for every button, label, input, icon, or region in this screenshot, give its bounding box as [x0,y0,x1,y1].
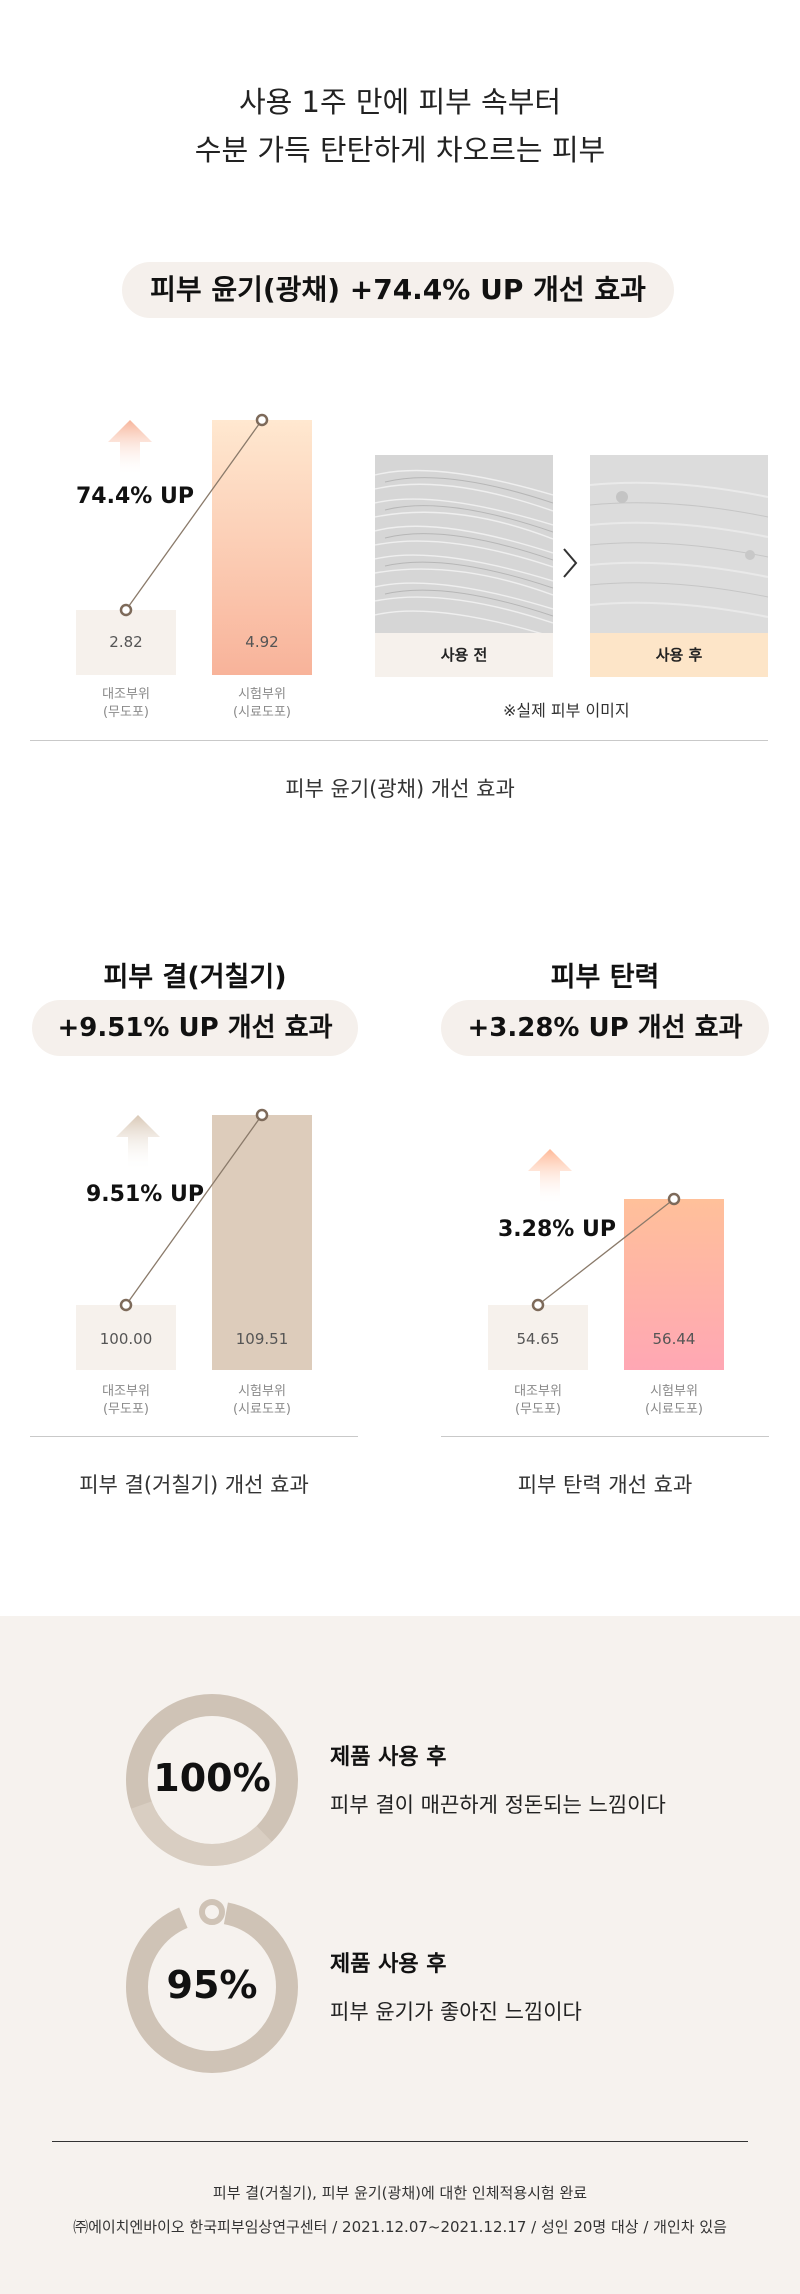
up-arrow-icon [108,420,152,476]
texture-control-label: 대조부위 (무도포) [76,1383,176,1419]
control-point [119,1298,133,1312]
glow-bar-chart [76,413,312,675]
elasticity-up-label: 3.28% UP [498,1217,616,1242]
before-label: 사용 전 [375,633,553,677]
real-image-note: ※실제 피부 이미지 [503,701,630,720]
texture-bar-chart [76,1108,312,1370]
divider [441,1436,769,1437]
label-line: 대조부위 [514,1384,562,1399]
texture-control-value: 100.00 [99,1330,153,1348]
footer-line-1: 피부 결(거칠기), 피부 윤기(광채)에 대한 인체적용시험 완료 [212,2184,588,2202]
label-line: (시료도포) [233,1402,291,1417]
elasticity-control-value: 54.65 [516,1330,560,1348]
texture-up-label: 9.51% UP [86,1182,204,1207]
after-label: 사용 후 [590,633,768,677]
control-bar [488,1305,588,1370]
glow-up-label: 74.4% UP [76,484,194,509]
elasticity-test-value: 56.44 [652,1330,696,1348]
trend-line [125,1114,263,1306]
glow-control-label: 대조부위 (무도포) [76,686,176,722]
chevron-right-icon [563,548,578,578]
texture-test-value: 109.51 [235,1330,289,1348]
glow-caption: 피부 윤기(광채) 개선 효과 [285,777,515,801]
control-bar [76,1305,176,1370]
label-line: (시료도포) [645,1402,703,1417]
elasticity-pill: +3.28% UP 개선 효과 [441,1000,769,1056]
ring-arc [126,1901,298,2073]
test-point [255,1108,269,1122]
label-line: (무도포) [102,705,150,720]
label-line: 시험부위 [650,1384,698,1399]
headline-line-2: 수분 가득 탄탄하게 차오르는 피부 [194,133,606,167]
texture-caption: 피부 결(거칠기) 개선 효과 [79,1473,309,1497]
elasticity-control-label: 대조부위 (무도포) [488,1383,588,1419]
divider [30,1436,358,1437]
texture-test-label: 시험부위 (시료도포) [212,1383,312,1419]
stat-head-2: 제품 사용 후 [330,1952,447,1977]
test-point [255,413,269,427]
trend-line [125,419,263,611]
glow-test-label: 시험부위 (시료도포) [212,686,312,722]
footer-divider [52,2141,748,2142]
test-bar [624,1199,724,1370]
test-bar [212,1115,312,1370]
stat-ring-1 [126,1694,298,1866]
glow-pill: 피부 윤기(광채) +74.4% UP 개선 효과 [122,262,674,318]
control-point [531,1298,545,1312]
skin-after-image [590,455,768,633]
label-line: (무도포) [102,1402,150,1417]
ring-knob [199,1899,225,1925]
stat-desc-1: 피부 결이 매끈하게 정돈되는 느낌이다 [330,1793,666,1817]
footer-line-2: ㈜에이치엔바이오 한국피부임상연구센터 / 2021.12.07~2021.12… [73,2218,727,2236]
stat-desc-2: 피부 윤기가 좋아진 느낌이다 [330,2000,582,2024]
test-bar [212,420,312,675]
glow-control-value: 2.82 [109,633,143,651]
control-point [119,603,133,617]
up-arrow-icon [528,1149,572,1205]
glow-test-value: 4.92 [245,633,279,651]
headline-line-1: 사용 1주 만에 피부 속부터 [238,85,562,119]
stat-percent-2: 95% [166,1963,258,2007]
elasticity-bar-chart [488,1149,724,1370]
label-line: 시험부위 [238,1384,286,1399]
skin-before-image [375,455,553,633]
label-line: 시험부위 [238,687,286,702]
headline: 사용 1주 만에 피부 속부터 수분 가득 탄탄하게 차오르는 피부 [0,78,800,174]
up-arrow-icon [116,1115,160,1171]
label-line: (무도포) [514,1402,562,1417]
elasticity-title: 피부 탄력 [550,962,660,993]
divider [30,740,768,741]
trend-line [537,1198,675,1306]
control-bar [76,610,176,675]
stat-head-1: 제품 사용 후 [330,1745,447,1770]
elasticity-caption: 피부 탄력 개선 효과 [517,1473,693,1497]
texture-pill: +9.51% UP 개선 효과 [32,1000,358,1056]
label-line: 대조부위 [102,687,150,702]
stat-percent-1: 100% [153,1756,271,1800]
texture-title: 피부 결(거칠기) [103,962,287,993]
label-line: 대조부위 [102,1384,150,1399]
elasticity-test-label: 시험부위 (시료도포) [624,1383,724,1419]
label-line: (시료도포) [233,705,291,720]
test-point [667,1192,681,1206]
stat-ring-2 [126,1899,298,2073]
